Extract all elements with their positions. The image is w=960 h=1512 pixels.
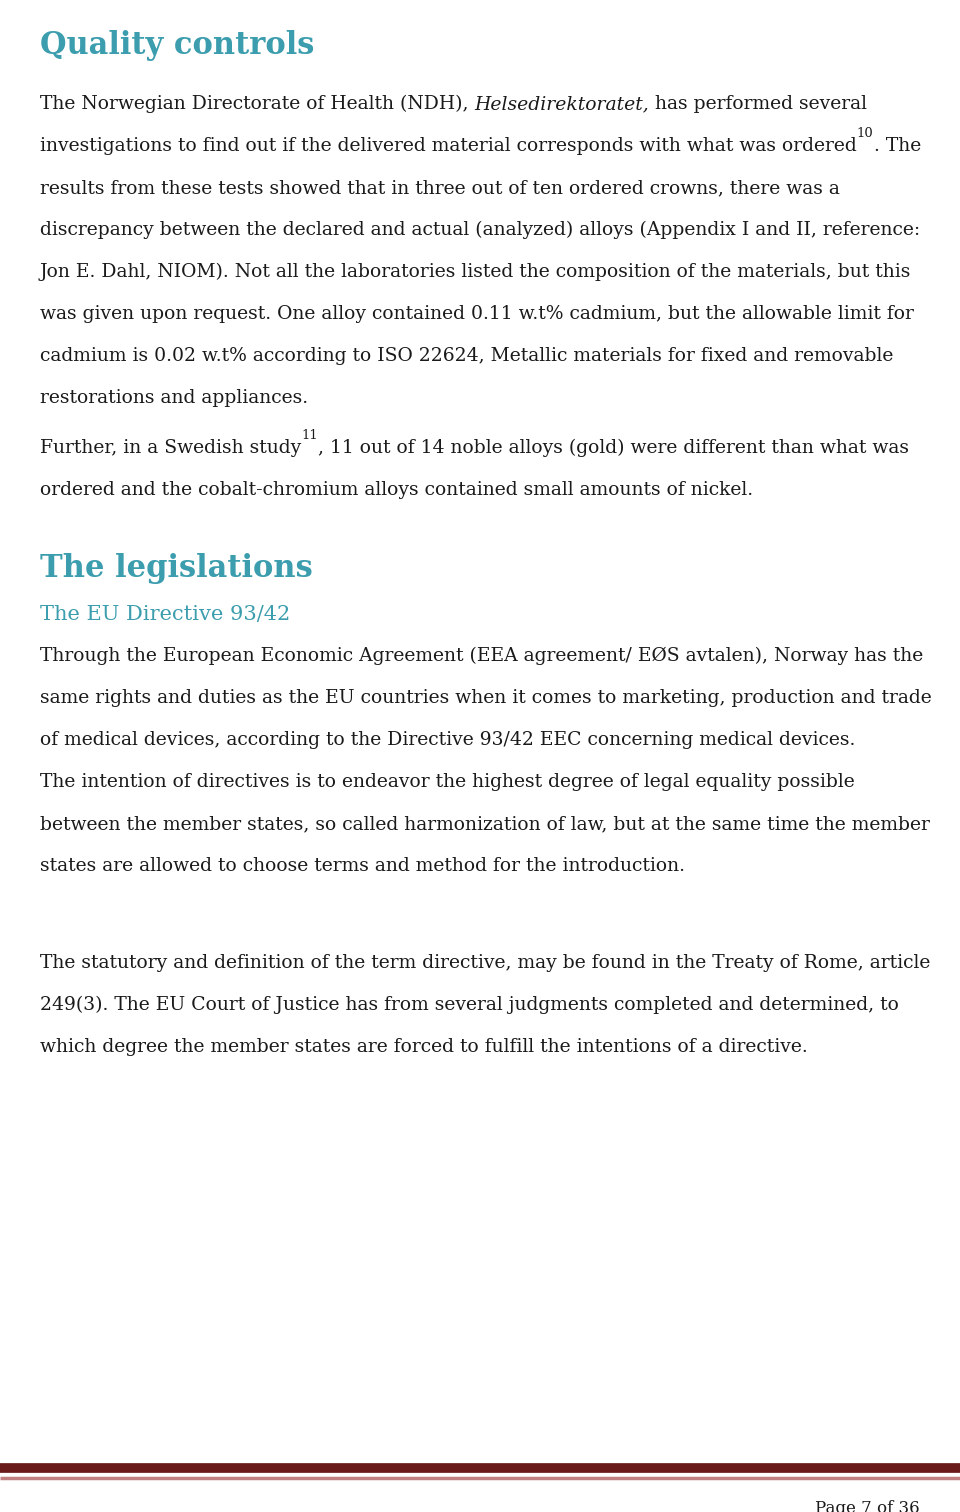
Text: has performed several: has performed several [649,95,867,113]
Text: 249(3). The EU Court of Justice has from several judgments completed and determi: 249(3). The EU Court of Justice has from… [40,996,899,1015]
Text: The legislations: The legislations [40,553,313,584]
Text: which degree the member states are forced to fulfill the intentions of a directi: which degree the member states are force… [40,1039,807,1055]
Text: The Norwegian Directorate of Health (NDH),: The Norwegian Directorate of Health (NDH… [40,95,474,113]
Text: was given upon request. One alloy contained 0.11 w.t% cadmium, but the allowable: was given upon request. One alloy contai… [40,305,914,324]
Text: between the member states, so called harmonization of law, but at the same time : between the member states, so called har… [40,815,930,833]
Text: Further, in a Swedish study: Further, in a Swedish study [40,438,301,457]
Text: . The: . The [874,138,921,156]
Text: Page 7 of 36: Page 7 of 36 [815,1500,920,1512]
Text: Through the European Economic Agreement (EEA agreement/ EØS avtalen), Norway has: Through the European Economic Agreement … [40,647,924,665]
Text: investigations to find out if the delivered material corresponds with what was o: investigations to find out if the delive… [40,138,856,156]
Text: results from these tests showed that in three out of ten ordered crowns, there w: results from these tests showed that in … [40,178,840,197]
Text: The intention of directives is to endeavor the highest degree of legal equality : The intention of directives is to endeav… [40,773,854,791]
Text: The EU Directive 93/42: The EU Directive 93/42 [40,605,290,624]
Text: Jon E. Dahl, NIOM). Not all the laboratories listed the composition of the mater: Jon E. Dahl, NIOM). Not all the laborato… [40,263,911,281]
Text: 10: 10 [856,127,874,141]
Text: Helsedirektoratet,: Helsedirektoratet, [474,95,649,113]
Text: ordered and the cobalt-chromium alloys contained small amounts of nickel.: ordered and the cobalt-chromium alloys c… [40,481,754,499]
Text: same rights and duties as the EU countries when it comes to marketing, productio: same rights and duties as the EU countri… [40,689,932,708]
Text: states are allowed to choose terms and method for the introduction.: states are allowed to choose terms and m… [40,857,685,875]
Text: , 11 out of 14 noble alloys (gold) were different than what was: , 11 out of 14 noble alloys (gold) were … [318,438,909,457]
Text: 11: 11 [301,429,318,442]
Text: The statutory and definition of the term directive, may be found in the Treaty o: The statutory and definition of the term… [40,954,930,972]
Text: cadmium is 0.02 w.t% according to ISO 22624, Metallic materials for fixed and re: cadmium is 0.02 w.t% according to ISO 22… [40,346,894,364]
Text: Quality controls: Quality controls [40,30,314,60]
Text: discrepancy between the declared and actual (analyzed) alloys (Appendix I and II: discrepancy between the declared and act… [40,221,920,239]
Text: of medical devices, according to the Directive 93/42 EEC concerning medical devi: of medical devices, according to the Dir… [40,730,855,748]
Text: restorations and appliances.: restorations and appliances. [40,389,308,407]
